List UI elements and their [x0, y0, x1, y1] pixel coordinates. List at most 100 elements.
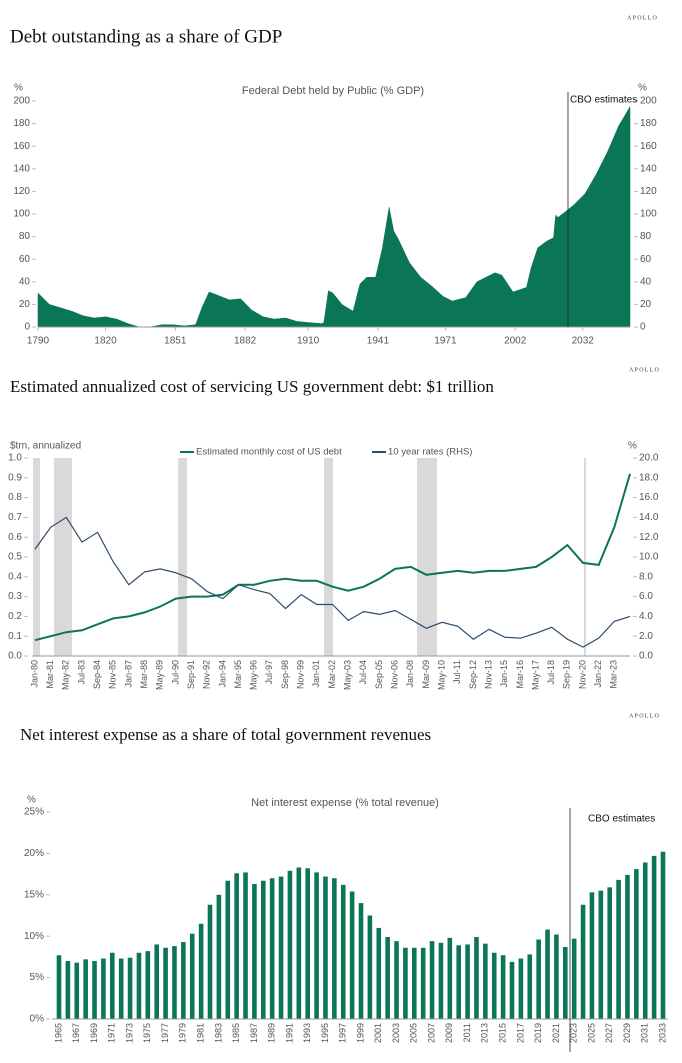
bar [136, 952, 142, 1019]
bar [438, 942, 444, 1019]
x-tick-label: 1882 [234, 336, 257, 347]
x-tick-label: Jan-01 [311, 660, 321, 688]
y-tick-label: 180 [13, 118, 30, 129]
bar [260, 880, 266, 1019]
bar [394, 941, 399, 1019]
bar [483, 943, 488, 1019]
recession-band [324, 458, 333, 656]
y-tick-label: 100 [13, 209, 30, 220]
bar [314, 872, 319, 1019]
x-tick-label: 1993 [302, 1023, 312, 1043]
x-tick-label: Jan-87 [123, 660, 133, 688]
legend-label: Estimated monthly cost of US debt [196, 447, 342, 458]
x-tick-label: Mar-02 [327, 660, 337, 689]
chart-title: Net interest expense as a share of total… [20, 725, 431, 744]
bar [145, 951, 151, 1019]
bar [625, 874, 630, 1019]
bar [269, 878, 275, 1019]
bar [616, 879, 621, 1019]
x-tick-label: Mar-23 [609, 660, 619, 689]
y-tick-label: 0% [30, 1014, 45, 1025]
bar [536, 939, 541, 1019]
recession-band [33, 458, 40, 656]
x-tick-label: 2015 [497, 1023, 507, 1043]
bar [465, 944, 470, 1019]
x-tick-label: 1981 [195, 1023, 205, 1043]
x-tick-label: 1971 [434, 336, 457, 347]
x-tick-label: 1790 [27, 336, 50, 347]
x-tick-label: Jan-08 [405, 660, 415, 688]
bar [225, 880, 231, 1019]
y2-axis-label: % [628, 441, 637, 452]
logo: APOLLO [629, 367, 660, 373]
bar [545, 929, 550, 1019]
y-tick-label: 0.9 [8, 472, 22, 483]
bar [580, 904, 586, 1019]
chart-title: Debt outstanding as a share of GDP [10, 26, 282, 47]
recession-band [584, 458, 586, 656]
x-tick-label: Jul-11 [452, 660, 462, 684]
bar [607, 887, 613, 1019]
bar [403, 947, 408, 1019]
x-tick-label: Jul-97 [264, 660, 274, 685]
bar [323, 876, 328, 1019]
x-tick-label: 1910 [297, 336, 320, 347]
y-tick-label: 120 [640, 186, 657, 197]
bar [65, 961, 71, 1019]
y-tick-label: 0.6 [8, 532, 22, 543]
x-tick-label: 1989 [267, 1023, 277, 1043]
y-tick-label: 80 [19, 231, 31, 242]
y-tick-label: 60 [640, 254, 652, 265]
bar [474, 937, 479, 1019]
y-tick-label: 40 [640, 276, 652, 287]
bar [651, 855, 657, 1019]
bar [296, 867, 302, 1019]
bar [447, 937, 453, 1019]
y-tick-label: 25% [24, 807, 44, 818]
x-tick-label: Nov-06 [390, 660, 400, 689]
y-tick-label: 140 [13, 163, 30, 174]
bar [92, 961, 97, 1019]
x-tick-label: 2003 [391, 1023, 401, 1043]
x-tick-label: 1977 [160, 1023, 170, 1043]
bar [207, 904, 213, 1019]
y-tick-label: 60 [19, 254, 31, 265]
x-tick-label: 2027 [604, 1023, 614, 1043]
bar [154, 944, 160, 1019]
bar [589, 892, 595, 1019]
x-tick-label: Jan-15 [499, 660, 509, 688]
annotation: CBO estimates [570, 95, 637, 106]
x-tick-label: 1997 [338, 1023, 348, 1043]
logo: APOLLO [627, 15, 658, 21]
x-tick-label: Sep-12 [468, 660, 478, 689]
y-axis-label: % [27, 795, 36, 806]
x-tick-label: 2031 [640, 1023, 650, 1043]
y-tick-label: 14.0 [639, 512, 659, 523]
bar [172, 946, 177, 1019]
bar [491, 952, 497, 1019]
y-tick-label: 0.8 [8, 492, 22, 503]
x-tick-label: 1971 [107, 1023, 117, 1043]
x-tick-label: Jul-83 [76, 660, 86, 685]
y-tick-label: 200 [640, 96, 657, 107]
bar [571, 938, 577, 1019]
x-tick-label: 1941 [367, 336, 390, 347]
x-tick-label: 2019 [533, 1023, 543, 1043]
y-tick-label: 160 [640, 141, 657, 152]
y-tick-label: 16.0 [639, 492, 659, 503]
x-tick-label: Sep-05 [374, 660, 384, 689]
bar [305, 868, 311, 1019]
bar [216, 894, 222, 1019]
y-tick-label: 140 [640, 163, 657, 174]
x-tick-label: Jul-18 [546, 660, 556, 685]
x-tick-label: Mar-09 [421, 660, 431, 689]
x-tick-label: Jul-90 [170, 660, 180, 685]
x-tick-label: 1820 [94, 336, 117, 347]
bar [118, 958, 124, 1019]
logo: APOLLO [629, 713, 660, 719]
chart-subtitle: Net interest expense (% total revenue) [251, 797, 439, 809]
y-tick-label: 20% [24, 848, 44, 859]
x-tick-label: 2009 [444, 1023, 454, 1043]
bar [189, 933, 195, 1019]
